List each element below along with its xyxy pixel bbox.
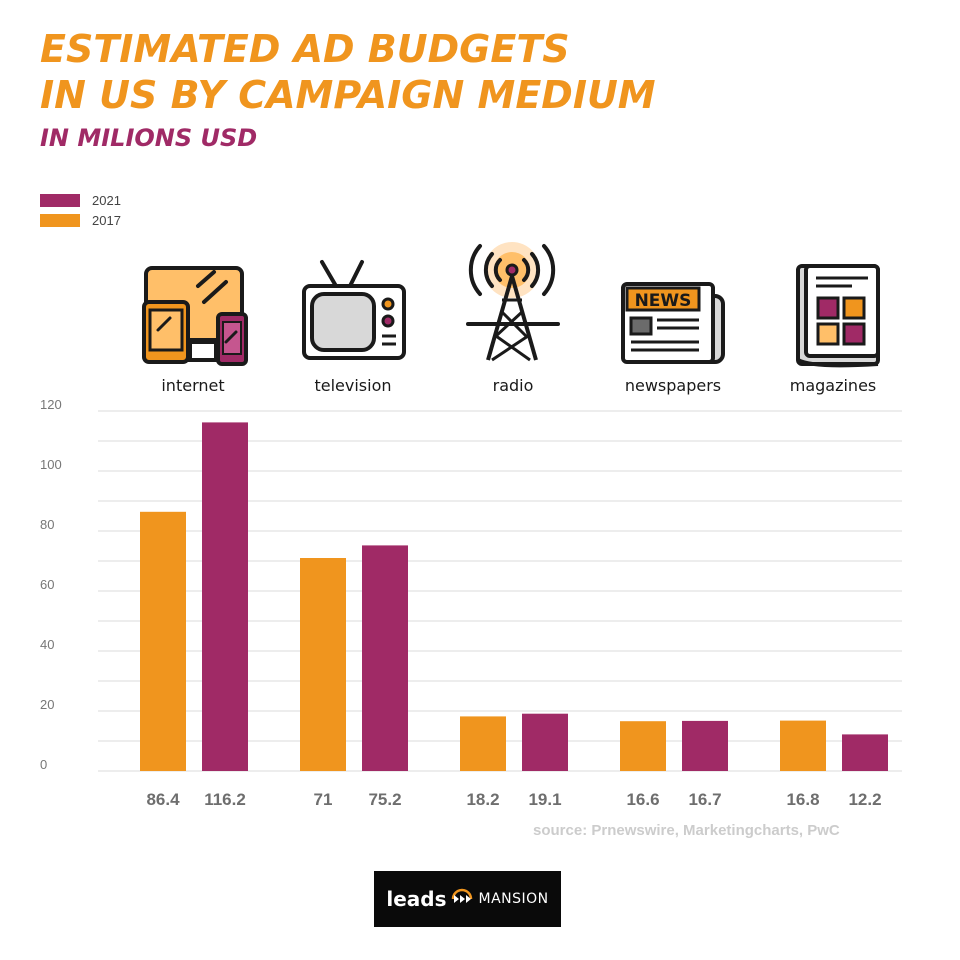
tv-icon [298, 258, 410, 369]
data-label: 116.2 [204, 790, 246, 809]
bar-radio-2021 [522, 713, 568, 771]
legend-swatch-2021 [40, 193, 80, 207]
y-tick-label: 40 [40, 637, 54, 652]
legend: 2021 2017 [40, 190, 121, 230]
data-label: 16.8 [786, 790, 819, 809]
bar-television-2021 [362, 545, 408, 771]
data-label: 16.6 [626, 790, 659, 809]
legend-label-2021: 2021 [92, 192, 121, 208]
data-label: 16.7 [688, 790, 721, 809]
bar-newspapers-2021 [682, 720, 728, 771]
category-label-magazines: magazines [789, 376, 877, 395]
y-tick-label: 0 [40, 757, 47, 772]
legend-item-2021: 2021 [40, 190, 121, 210]
y-tick-label: 120 [40, 397, 62, 412]
category-label-newspapers: newspapers [624, 376, 722, 395]
magazine-icon [792, 262, 884, 375]
newspaper-icon: NEWS [619, 280, 729, 371]
logo-text-mansion: MANSION [478, 891, 549, 907]
legend-item-2017: 2017 [40, 210, 121, 230]
y-tick-label: 20 [40, 697, 54, 712]
data-label: 18.2 [466, 790, 499, 809]
data-label: 71 [314, 790, 333, 809]
leadsmansion-logo: leads MANSION [374, 871, 561, 927]
bar-radio-2017 [460, 716, 506, 771]
chart-title-line-2: IN US BY CAMPAIGN MEDIUM [40, 73, 656, 117]
legend-swatch-2017 [40, 213, 80, 227]
chart-title: ESTIMATED AD BUDGETS IN US BY CAMPAIGN M… [40, 26, 920, 118]
source-note: source: Prnewswire, Marketingcharts, PwC [533, 822, 840, 839]
category-label-television: television [314, 376, 392, 395]
devices-icon [134, 262, 254, 371]
chart-title-line-1: ESTIMATED AD BUDGETS [40, 27, 570, 71]
legend-label-2017: 2017 [92, 212, 121, 228]
bar-newspapers-2017 [620, 721, 666, 771]
category-label-radio: radio [492, 376, 534, 395]
logo-arrows-icon [451, 888, 472, 903]
y-tick-label: 100 [40, 457, 62, 472]
bar-internet-2021 [202, 422, 248, 771]
bar-magazines-2021 [842, 734, 888, 771]
data-label: 19.1 [528, 790, 561, 809]
logo-text-leads: leads [386, 887, 447, 911]
bar-magazines-2017 [780, 720, 826, 771]
data-label: 75.2 [368, 790, 401, 809]
y-tick-label: 60 [40, 577, 54, 592]
bar-television-2017 [300, 558, 346, 771]
category-label-internet: internet [161, 376, 225, 395]
y-tick-label: 80 [40, 517, 54, 532]
bar-internet-2017 [140, 511, 186, 771]
newspaper-icon-text: NEWS [635, 291, 692, 311]
data-label: 86.4 [146, 790, 180, 809]
radio-tower-icon [464, 240, 564, 369]
data-label: 12.2 [848, 790, 881, 809]
chart-subtitle: IN MILIONS USD [40, 124, 258, 152]
